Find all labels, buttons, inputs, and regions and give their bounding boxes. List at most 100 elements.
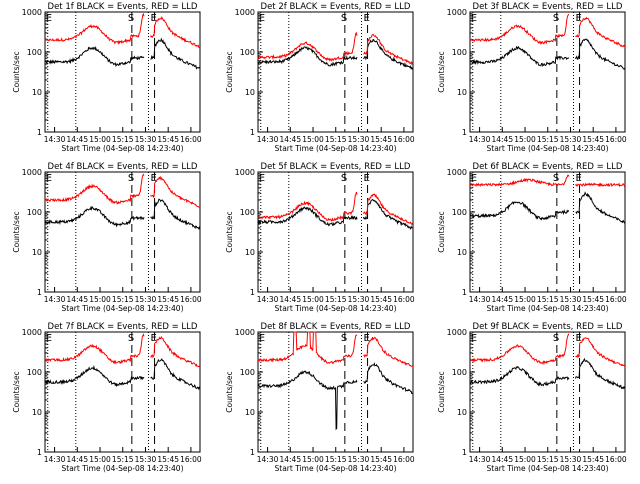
x-tick-label: 15:30 [135, 295, 157, 304]
x-tick-label: 15:45 [370, 295, 392, 304]
y-tick-label: 100 [452, 368, 467, 377]
panel-title: Det 7f BLACK = Events, RED = LLD [48, 322, 198, 332]
x-tick-label: 14:30 [469, 455, 491, 464]
x-tick-label: 15:45 [582, 295, 604, 304]
x-tick-label: 15:00 [514, 455, 536, 464]
x-tick-label: 14:45 [66, 455, 88, 464]
x-tick-label: 16:00 [180, 295, 202, 304]
x-tick-label: 16:00 [393, 295, 415, 304]
x-tick-label: 15:15 [112, 455, 134, 464]
panel-7: Det 7f BLACK = Events, RED = LLD 1 10 100 10… [12, 322, 202, 473]
x-axis-label: Start Time (04-Sep-08 14:23:40) [275, 304, 397, 313]
panel-title: Det 4f BLACK = Events, RED = LLD [48, 162, 198, 172]
x-tick-label: 15:30 [560, 135, 582, 144]
y-tick-label: 1 [37, 448, 42, 457]
y-axis-label: Counts/sec [437, 51, 446, 92]
panel-title: Det 5f BLACK = Events, RED = LLD [261, 162, 411, 172]
x-tick-label: 15:45 [582, 455, 604, 464]
plot-frame [44, 171, 201, 293]
x-tick-label: 16:00 [180, 135, 202, 144]
panel-9: Det 9f BLACK = Events, RED = LLD 1 10 100 10… [437, 322, 627, 473]
marker-label: E [151, 333, 157, 344]
panel-8: Det 8f BLACK = Events, RED = LLD 1 10 100 10… [225, 322, 415, 473]
series-events-line [257, 39, 414, 70]
series-events-line [45, 37, 201, 70]
panel-2: Det 2f BLACK = Events, RED = LLD 1 10 100 10… [225, 2, 415, 153]
marker-label: S [128, 173, 134, 184]
marker-label: E [364, 333, 370, 344]
series-events-line [469, 38, 626, 70]
y-tick-label: 1000 [447, 328, 467, 337]
panel-6: Det 6f BLACK = Events, RED = LLD 1 10 100 10… [437, 162, 627, 313]
y-tick-label: 1 [250, 128, 255, 137]
marker-label: E [364, 173, 370, 184]
x-tick-label: 14:30 [44, 295, 66, 304]
marker-label: E [471, 13, 477, 24]
x-tick-label: 16:00 [180, 455, 202, 464]
x-tick-label: 15:30 [348, 455, 370, 464]
x-tick-label: 14:30 [257, 135, 279, 144]
panel-title: Det 9f BLACK = Events, RED = LLD [473, 322, 623, 332]
x-tick-label: 15:00 [302, 135, 324, 144]
x-tick-label: 14:45 [66, 295, 88, 304]
plot-frame [469, 331, 626, 453]
marker-label: E [471, 173, 477, 184]
x-tick-label: 14:45 [66, 135, 88, 144]
x-tick-label: 16:00 [393, 135, 415, 144]
x-axis-label: Start Time (04-Sep-08 14:23:40) [487, 304, 609, 313]
panel-title: Det 8f BLACK = Events, RED = LLD [261, 322, 411, 332]
x-tick-label: 15:30 [560, 455, 582, 464]
x-tick-label: 15:15 [537, 295, 559, 304]
x-tick-label: 15:30 [560, 295, 582, 304]
y-tick-label: 1000 [22, 8, 42, 17]
y-tick-label: 1000 [22, 168, 42, 177]
marker-label: S [341, 333, 347, 344]
y-axis-label: Counts/sec [437, 371, 446, 412]
series-lld-line [44, 173, 201, 209]
plot-frame [44, 331, 201, 453]
marker-label: E [576, 13, 582, 24]
x-tick-label: 14:45 [491, 295, 513, 304]
marker-label: S [341, 173, 347, 184]
y-axis-label: Counts/sec [12, 371, 21, 412]
y-tick-label: 1 [250, 448, 255, 457]
plot-frame [469, 11, 626, 133]
x-tick-label: 15:00 [89, 135, 111, 144]
plot-frame [469, 171, 626, 293]
y-tick-label: 1 [250, 288, 255, 297]
series-events-line [44, 198, 201, 230]
plot-frame [44, 11, 201, 133]
y-tick-label: 10 [32, 248, 42, 257]
x-tick-label: 14:30 [257, 295, 279, 304]
x-tick-label: 14:45 [279, 455, 301, 464]
y-tick-label: 100 [27, 48, 42, 57]
y-tick-label: 100 [240, 368, 255, 377]
x-tick-label: 15:15 [112, 295, 134, 304]
panel-title: Det 2f BLACK = Events, RED = LLD [261, 2, 411, 12]
x-axis-label: Start Time (04-Sep-08 14:23:40) [62, 304, 184, 313]
y-tick-label: 1000 [22, 328, 42, 337]
x-tick-label: 15:30 [348, 135, 370, 144]
marker-label: E [471, 333, 477, 344]
marker-label: S [553, 173, 559, 184]
x-tick-label: 15:45 [157, 455, 179, 464]
panel-3: Det 3f BLACK = Events, RED = LLD 1 10 100 10… [437, 2, 627, 153]
x-tick-label: 14:45 [491, 135, 513, 144]
x-tick-label: 15:00 [514, 295, 536, 304]
y-tick-label: 100 [27, 368, 42, 377]
series-lld-line [469, 174, 626, 188]
marker-label: S [553, 13, 559, 24]
x-axis-label: Start Time (04-Sep-08 14:23:40) [62, 464, 184, 473]
x-axis-label: Start Time (04-Sep-08 14:23:40) [62, 144, 184, 153]
x-tick-label: 14:45 [279, 135, 301, 144]
x-tick-label: 14:30 [257, 455, 279, 464]
y-tick-label: 100 [240, 48, 255, 57]
panel-1: Det 1f BLACK = Events, RED = LLD 1 10 100 10… [12, 2, 202, 153]
x-tick-label: 15:15 [537, 455, 559, 464]
y-tick-label: 1 [37, 128, 42, 137]
y-axis-label: Counts/sec [225, 51, 234, 92]
series-lld-line [469, 13, 626, 48]
x-tick-label: 15:00 [302, 295, 324, 304]
x-tick-label: 16:00 [605, 455, 627, 464]
